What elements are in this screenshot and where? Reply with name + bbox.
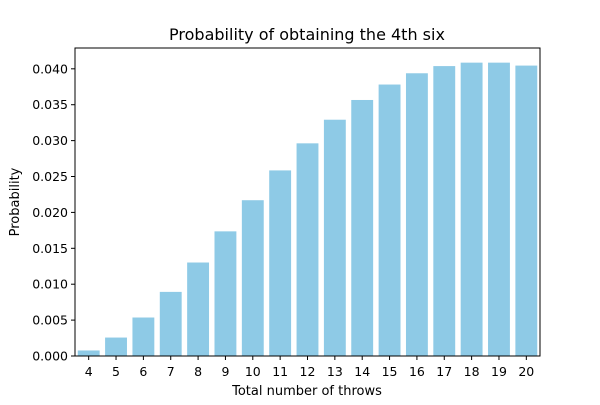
bar-16 <box>405 73 428 357</box>
bar-7 <box>159 291 182 356</box>
bar-19 <box>488 62 510 357</box>
bar-4 <box>77 350 100 356</box>
y-tick-label: 0.040 <box>32 61 68 76</box>
bar-15 <box>378 84 401 356</box>
bar-5 <box>105 337 127 356</box>
y-axis: 0.000 0.005 0.010 0.015 0.020 0.025 0.030 0.035… <box>32 61 75 364</box>
x-tick-label: 4 <box>85 364 93 379</box>
bar-13 <box>323 119 346 356</box>
x-tick-label: 15 <box>382 364 398 379</box>
x-tick-label: 11 <box>272 364 288 379</box>
y-tick-label: 0.030 <box>32 133 68 148</box>
x-tick-label: 16 <box>409 364 425 379</box>
bar-9 <box>214 231 237 356</box>
bar-17 <box>433 66 456 356</box>
bar-12 <box>296 143 319 356</box>
y-tick-label: 0.010 <box>32 277 68 292</box>
x-tick-label: 9 <box>221 364 229 379</box>
bar-10 <box>241 200 264 356</box>
x-axis: 4 5 6 7 8 9 10 11 12 13 14 15 16 17 18 19 20 <box>85 356 534 379</box>
x-tick-label: 7 <box>167 364 175 379</box>
bar-8 <box>187 262 210 356</box>
x-tick-label: 20 <box>518 364 534 379</box>
x-tick-label: 13 <box>327 364 343 379</box>
y-tick-label: 0.035 <box>32 97 68 112</box>
y-tick-label: 0.015 <box>32 241 68 256</box>
x-tick-label: 5 <box>112 364 120 379</box>
x-tick-label: 10 <box>245 364 261 379</box>
chart-title: Probability of obtaining the 4th six <box>169 25 445 44</box>
bar-6 <box>132 317 155 356</box>
y-tick-label: 0.020 <box>32 205 68 220</box>
x-tick-label: 12 <box>300 364 316 379</box>
x-tick-label: 6 <box>139 364 147 379</box>
bar-20 <box>515 65 538 356</box>
x-tick-label: 14 <box>354 364 370 379</box>
x-tick-label: 19 <box>491 364 507 379</box>
bar-14 <box>351 99 374 356</box>
bar-11 <box>269 170 292 356</box>
x-tick-label: 8 <box>194 364 202 379</box>
x-tick-label: 18 <box>464 364 480 379</box>
y-tick-label: 0.005 <box>32 313 68 328</box>
y-tick-label: 0.025 <box>32 169 68 184</box>
y-tick-label: 0.000 <box>32 349 68 364</box>
bar-18 <box>460 62 483 357</box>
bars-group <box>77 62 538 357</box>
y-axis-label: Probability <box>8 167 23 236</box>
x-axis-label: Total number of throws <box>231 384 382 399</box>
x-tick-label: 17 <box>436 364 452 379</box>
